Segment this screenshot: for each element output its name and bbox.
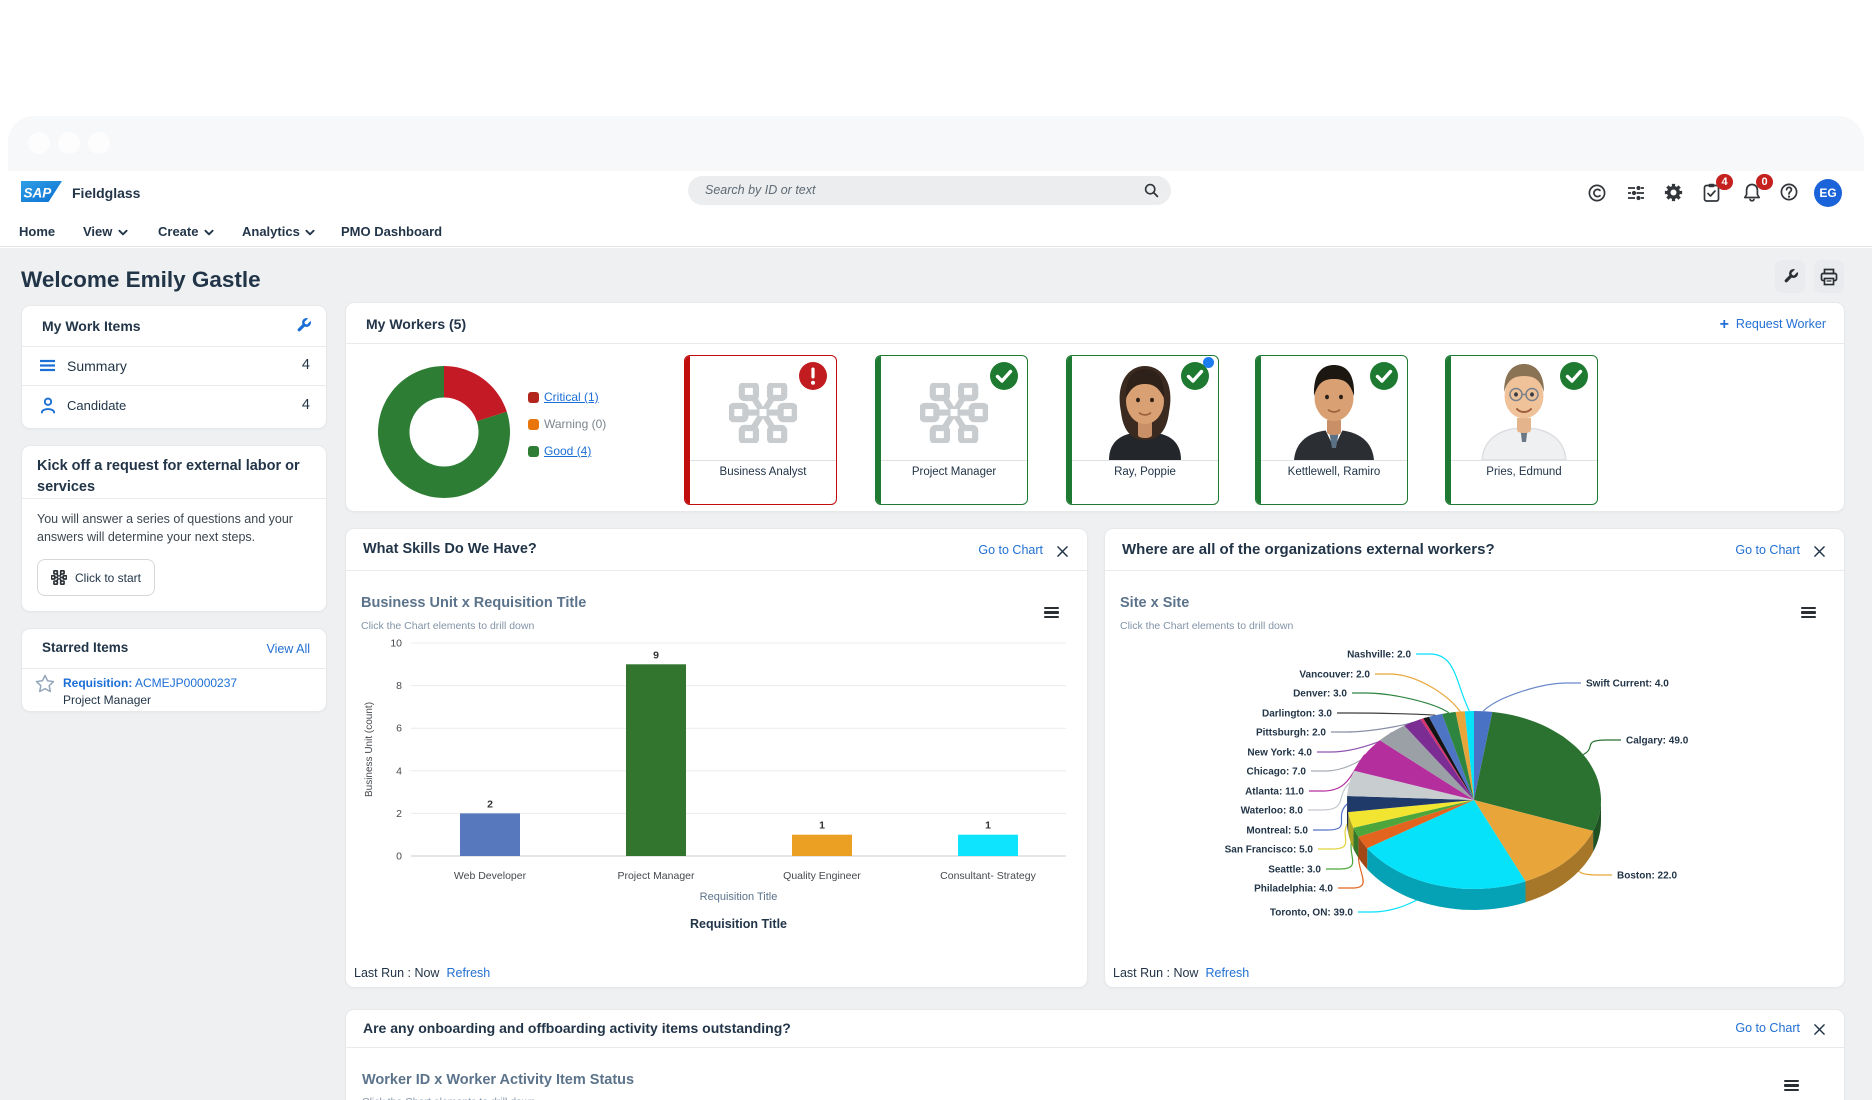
svg-text:Calgary: 49.0: Calgary: 49.0 — [1626, 736, 1689, 747]
svg-text:8: 8 — [396, 680, 402, 692]
svg-text:Quality Engineer: Quality Engineer — [783, 870, 861, 882]
svg-text:Montreal: 5.0: Montreal: 5.0 — [1246, 826, 1308, 837]
svg-text:Boston: 22.0: Boston: 22.0 — [1617, 871, 1677, 882]
svg-text:2: 2 — [487, 798, 493, 810]
svg-text:Consultant- Strategy: Consultant- Strategy — [940, 870, 1036, 882]
svg-text:1: 1 — [985, 820, 991, 832]
svg-text:Swift Current: 4.0: Swift Current: 4.0 — [1586, 679, 1669, 690]
svg-text:SAP: SAP — [24, 186, 53, 201]
svg-text:Pittsburgh: 2.0: Pittsburgh: 2.0 — [1256, 728, 1326, 739]
svg-text:4: 4 — [396, 765, 402, 777]
svg-text:Project Manager: Project Manager — [617, 870, 695, 882]
svg-text:Toronto, ON: 39.0: Toronto, ON: 39.0 — [1270, 908, 1354, 919]
svg-text:Denver: 3.0: Denver: 3.0 — [1293, 689, 1347, 700]
svg-text:Philadelphia: 4.0: Philadelphia: 4.0 — [1254, 884, 1333, 895]
svg-text:Darlington: 3.0: Darlington: 3.0 — [1262, 709, 1332, 720]
svg-text:Waterloo: 8.0: Waterloo: 8.0 — [1241, 806, 1304, 817]
svg-text:Atlanta: 11.0: Atlanta: 11.0 — [1245, 787, 1304, 798]
svg-text:Chicago: 7.0: Chicago: 7.0 — [1247, 767, 1307, 778]
svg-text:0: 0 — [396, 851, 402, 863]
svg-text:2: 2 — [396, 808, 402, 820]
svg-text:Web Developer: Web Developer — [454, 870, 527, 882]
svg-text:Vancouver: 2.0: Vancouver: 2.0 — [1299, 670, 1370, 681]
svg-text:9: 9 — [653, 649, 659, 661]
svg-text:Requisition Title: Requisition Title — [690, 917, 787, 931]
svg-text:San Francisco: 5.0: San Francisco: 5.0 — [1225, 845, 1314, 856]
svg-text:10: 10 — [390, 638, 402, 650]
svg-text:New York: 4.0: New York: 4.0 — [1247, 748, 1312, 759]
svg-text:Seattle: 3.0: Seattle: 3.0 — [1268, 865, 1321, 876]
svg-text:Nashville: 2.0: Nashville: 2.0 — [1347, 650, 1411, 661]
svg-text:6: 6 — [396, 723, 402, 735]
svg-text:1: 1 — [819, 820, 825, 832]
svg-text:Requisition Title: Requisition Title — [700, 891, 778, 903]
svg-text:Business Unit (count): Business Unit (count) — [364, 702, 375, 797]
